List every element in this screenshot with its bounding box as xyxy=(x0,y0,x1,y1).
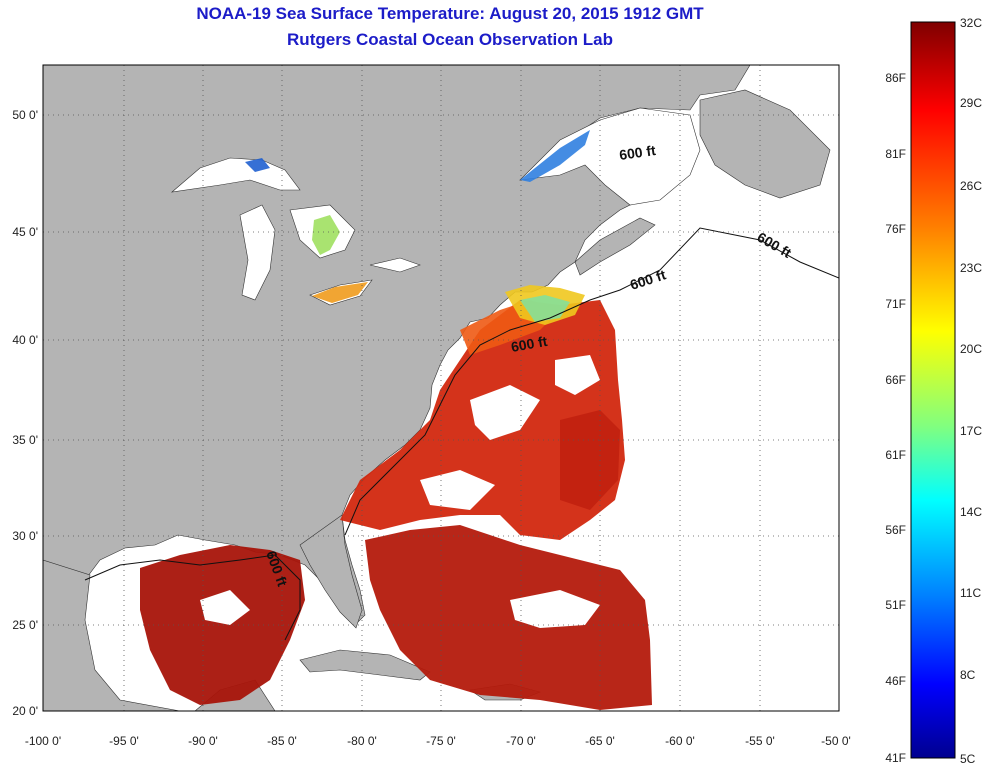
sst-cool-core xyxy=(520,295,570,322)
lon-tick-label: -70 0' xyxy=(506,734,536,748)
florida-land xyxy=(299,514,363,629)
newfoundland-land xyxy=(699,89,831,199)
colorbar-celsius-label: 11C xyxy=(960,586,981,600)
colorbar-celsius-label: 20C xyxy=(960,342,982,356)
colorbar-fahrenheit-label: 86F xyxy=(885,71,906,85)
colorbar-celsius-label: 23C xyxy=(960,261,982,275)
colorbar-fahrenheit-label: 61F xyxy=(885,448,906,462)
colorbar-celsius-label: 14C xyxy=(960,505,982,519)
lon-tick-label: -95 0' xyxy=(109,734,139,748)
lon-tick-label: -90 0' xyxy=(188,734,218,748)
sst-lake-superior xyxy=(245,158,270,172)
colorbar-celsius-label: 29C xyxy=(960,96,982,110)
lat-tick-label: 20 0' xyxy=(12,704,38,718)
lat-tick-label: 30 0' xyxy=(12,529,38,543)
nova-scotia-land xyxy=(574,217,656,276)
lat-tick-label: 50 0' xyxy=(12,108,38,122)
colorbar-celsius-label: 26C xyxy=(960,179,982,193)
colorbar-fahrenheit-label: 81F xyxy=(885,147,906,161)
sst-lake-michigan xyxy=(312,215,340,255)
colorbar-fahrenheit-label: 71F xyxy=(885,297,906,311)
cuba-land xyxy=(299,649,431,681)
colorbar: 32C 29C 26C 23C 20C 17C 14C 11C 8C 5C 86… xyxy=(885,16,982,766)
lon-tick-label: -50 0' xyxy=(821,734,851,748)
lon-tick-label: -65 0' xyxy=(585,734,615,748)
sst-st-lawrence xyxy=(520,130,590,182)
cloud-gap xyxy=(510,590,600,628)
colorbar-fahrenheit-label: 51F xyxy=(885,598,906,612)
lon-tick-label: -100 0' xyxy=(25,734,61,748)
cloud-gap xyxy=(200,590,250,625)
sst-sargasso xyxy=(365,525,652,710)
lat-tick-label: 45 0' xyxy=(12,225,38,239)
sst-gulf-mexico xyxy=(140,545,305,705)
colorbar-celsius-label: 32C xyxy=(960,16,982,30)
cloud-gap xyxy=(555,355,600,395)
lon-tick-label: -60 0' xyxy=(665,734,695,748)
isobath-label: 600 ft xyxy=(510,333,549,355)
cloud-gap xyxy=(470,385,540,440)
lon-axis: -100 0' -95 0' -90 0' -85 0' -80 0' -75 … xyxy=(25,734,851,748)
isobath-label: 600 ft xyxy=(618,142,657,163)
map-subtitle: Rutgers Coastal Ocean Observation Lab xyxy=(287,30,613,49)
lon-tick-label: -85 0' xyxy=(267,734,297,748)
colorbar-fahrenheit-label: 56F xyxy=(885,523,906,537)
lat-tick-label: 40 0' xyxy=(12,333,38,347)
plot-frame xyxy=(42,64,840,712)
cloud-gap xyxy=(420,470,495,510)
colorbar-ramp xyxy=(910,21,956,759)
colorbar-fahrenheit-label: 66F xyxy=(885,373,906,387)
colorbar-fahrenheit-label: 41F xyxy=(885,751,906,765)
lon-tick-label: -55 0' xyxy=(745,734,775,748)
colorbar-celsius-label: 17C xyxy=(960,424,982,438)
lon-tick-label: -75 0' xyxy=(426,734,456,748)
map-title: NOAA-19 Sea Surface Temperature: August … xyxy=(196,4,704,23)
colorbar-celsius-label: 8C xyxy=(960,668,976,682)
lon-tick-label: -80 0' xyxy=(347,734,377,748)
sst-swaths xyxy=(140,130,652,710)
isobath-600ft xyxy=(84,227,839,641)
lat-tick-label: 25 0' xyxy=(12,618,38,632)
colorbar-celsius-label: 5C xyxy=(960,752,976,766)
lat-axis: 50 0' 45 0' 40 0' 35 0' 30 0' 25 0' 20 0… xyxy=(12,108,38,718)
lat-tick-label: 35 0' xyxy=(12,433,38,447)
colorbar-fahrenheit-label: 46F xyxy=(885,674,906,688)
colorbar-fahrenheit-label: 76F xyxy=(885,222,906,236)
sst-lake-erie xyxy=(312,282,368,303)
sst-central-atlantic xyxy=(560,410,620,510)
